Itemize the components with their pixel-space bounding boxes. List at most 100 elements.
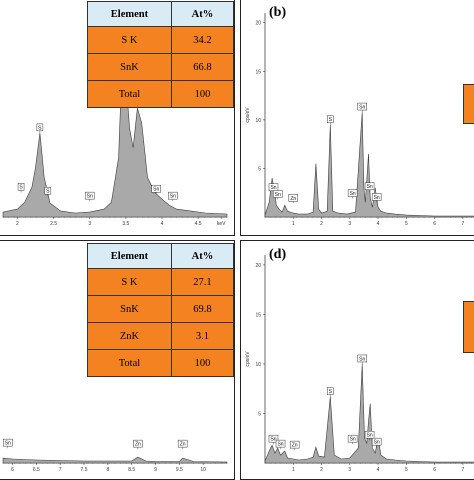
peak-label: Sn xyxy=(347,189,358,199)
spectrum-chart-c: 6 6.5 7 7.5 8 8.5 9 9.5 10 Sn Zn Zn xyxy=(2,438,228,473)
x-tick-label: 9 xyxy=(154,467,157,473)
peak-label-text: Sn xyxy=(350,437,356,443)
peak-label: S xyxy=(17,183,25,193)
cell-value: 66.8 xyxy=(170,53,234,81)
table-edge-b xyxy=(463,84,474,124)
x-tick-label: 2 xyxy=(16,221,19,227)
peak-label-text: S xyxy=(329,117,333,123)
table-row: ZnK 3.1 xyxy=(87,322,234,350)
peak-label: Sn xyxy=(3,438,13,449)
cell-element: SnK xyxy=(87,295,172,323)
panel-a: 22.533.544.5keVSSSSnSnSnSnSn Element At%… xyxy=(0,0,235,236)
x-tick-label: keV xyxy=(217,221,226,227)
spectrum-series xyxy=(264,363,474,464)
panel-label-b: (b) xyxy=(269,5,287,20)
y-axis-label: cps/eV xyxy=(245,107,251,123)
x-tick-label: 7 xyxy=(461,467,464,473)
cell-element: SnK xyxy=(87,53,172,81)
peak-label-text: Sn xyxy=(87,194,93,200)
cell-value: 34.2 xyxy=(170,26,234,54)
cell-value: 27.1 xyxy=(170,268,234,296)
x-tick-label: 6 xyxy=(433,221,436,227)
peak-label-text: Sn xyxy=(374,440,380,446)
x-tick-label: 2 xyxy=(320,467,323,473)
peak-label: Sn xyxy=(347,434,358,445)
panel-b: 5 10 15 20 cps/eV 1 2 3 4 5 6 7 Sn S Sn Sn Zn Sn Sn Sn (b) xyxy=(240,0,474,236)
cell-value: 100 xyxy=(170,349,234,377)
peak-label: S xyxy=(36,123,44,133)
peak-label: S xyxy=(327,115,334,125)
spectrum-series xyxy=(2,456,228,464)
cell-value: 100 xyxy=(170,80,234,108)
peak-label-text: Sn xyxy=(367,433,373,439)
x-tick-label: 8 xyxy=(106,467,109,473)
table-row: SnK 69.8 xyxy=(87,295,234,323)
x-tick-label: 5 xyxy=(405,467,408,473)
cell-element: S K xyxy=(87,268,172,296)
composition-table-c: Element At% S K 27.1 SnK 69.8 ZnK 3.1 To… xyxy=(87,243,234,377)
peak-label-text: Sn xyxy=(170,194,176,200)
peak-label: Sn xyxy=(268,434,279,445)
peak-label-text: Sn xyxy=(270,437,276,443)
x-tick-label: 8.5 xyxy=(128,467,135,473)
y-axis-label: cps/eV xyxy=(245,351,251,367)
peak-label: Sn xyxy=(151,184,161,195)
x-tick-label: 10 xyxy=(200,467,206,473)
table-row: S K 27.1 xyxy=(87,268,234,296)
peak-label-text: Sn xyxy=(270,185,276,191)
composition-table-a: Element At% S K 34.2 SnK 66.8 Total 100 xyxy=(87,1,234,108)
y-tick-label: 10 xyxy=(255,362,261,368)
y-tick-label: 15 xyxy=(255,69,261,75)
x-tick-label: 4 xyxy=(377,467,380,473)
peak-label-text: Zn xyxy=(290,196,296,202)
peak-label: S xyxy=(327,387,334,397)
peak-label-text: S xyxy=(19,185,23,191)
x-tick-label: 6 xyxy=(11,467,14,473)
header-element: Element xyxy=(87,1,172,27)
peak-label: Sn xyxy=(371,193,382,203)
x-tick-label: 4 xyxy=(161,221,164,227)
cell-element: ZnK xyxy=(87,322,172,350)
x-tick-label: 4.5 xyxy=(195,221,202,227)
table-header-row: Element At% xyxy=(87,1,234,27)
peak-label-text: S xyxy=(38,125,42,131)
peak-label-text: Sn xyxy=(277,442,283,448)
peak-label-text: Sn xyxy=(5,441,11,447)
peak-label: Zn xyxy=(133,439,143,450)
x-tick-label: 1 xyxy=(292,221,295,227)
peak-label-text: Sn xyxy=(153,187,159,193)
peak-label: Zn xyxy=(288,194,299,204)
peak-label: Sn xyxy=(168,191,178,202)
cell-element: Total xyxy=(87,349,172,377)
x-tick-label: 4 xyxy=(377,221,380,227)
table-row: Total 100 xyxy=(87,349,234,377)
panel-c: 6 6.5 7 7.5 8 8.5 9 9.5 10 Sn Zn Zn Element At% S K… xyxy=(0,240,235,480)
y-tick-label: 5 xyxy=(258,166,261,172)
peak-label-text: Sn xyxy=(275,192,281,198)
x-tick-label: 2.5 xyxy=(50,221,57,227)
peak-label-text: Sn xyxy=(367,184,373,190)
peak-label-text: S xyxy=(329,389,333,395)
panel-label-d: (d) xyxy=(269,247,287,262)
x-tick-label: 6 xyxy=(433,467,436,473)
table-header-row: Element At% xyxy=(87,243,234,269)
peak-label-text: S xyxy=(46,189,50,195)
peak-label: Sn xyxy=(272,190,283,200)
peak-label-text: Zn xyxy=(292,443,298,449)
peak-label: Sn xyxy=(357,102,367,113)
cell-value: 69.8 xyxy=(170,295,234,323)
x-tick-label: 7 xyxy=(59,467,62,473)
x-tick-label: 1 xyxy=(292,467,295,473)
table-row: SnK 66.8 xyxy=(87,53,234,81)
peak-label: Sn xyxy=(371,437,382,448)
spectrum-series xyxy=(264,112,474,218)
peak-label: Sn xyxy=(364,430,375,441)
y-tick-label: 20 xyxy=(255,263,261,269)
x-tick-label: 3 xyxy=(348,467,351,473)
peak-label-text: Zn xyxy=(135,442,141,448)
cell-value: 3.1 xyxy=(170,322,234,350)
cell-element: S K xyxy=(87,26,172,54)
peak-label: Sn xyxy=(84,191,95,202)
table-row: Total 100 xyxy=(87,80,234,108)
y-tick-label: 15 xyxy=(255,312,261,318)
